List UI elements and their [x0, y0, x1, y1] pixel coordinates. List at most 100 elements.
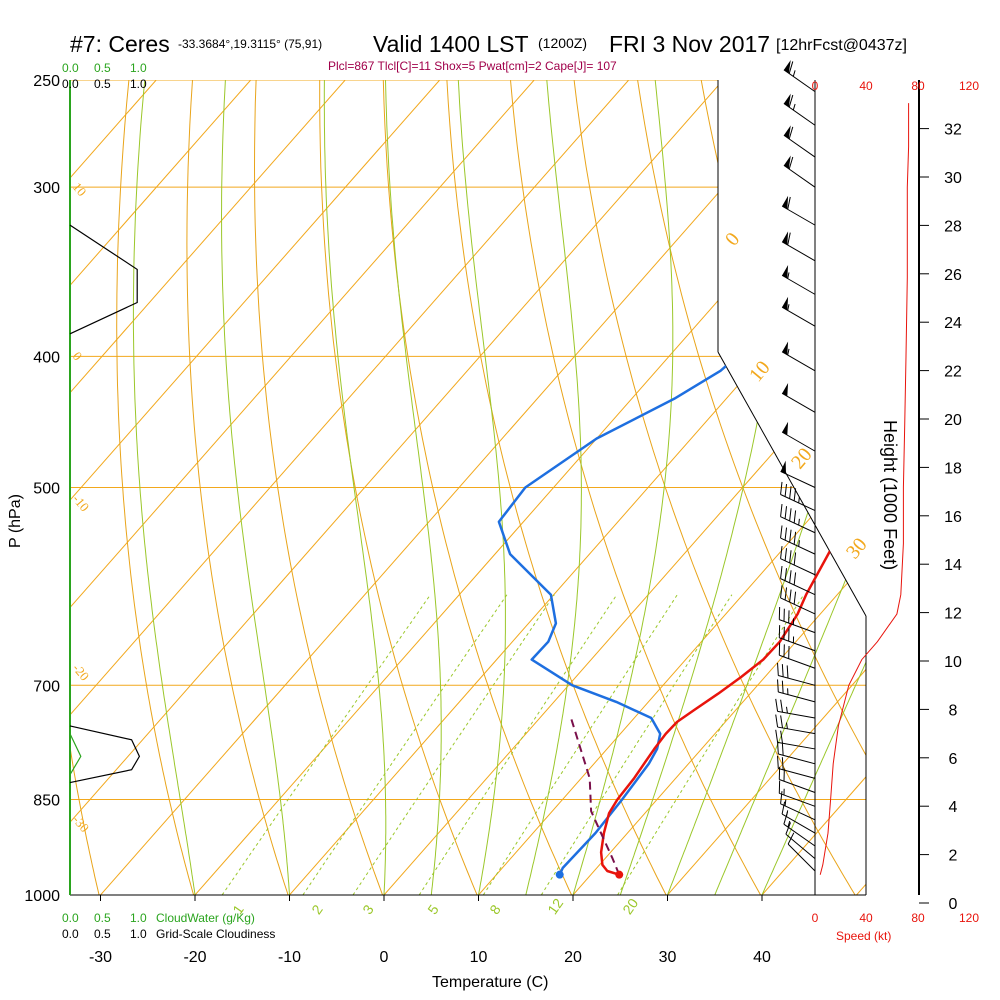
dry-adiabat-line — [382, 80, 573, 895]
wind-barb — [781, 341, 816, 372]
wind-barb-feather — [777, 741, 779, 755]
height-tick-label: 28 — [944, 218, 962, 235]
wind-barb-feather — [775, 698, 779, 712]
wind-barb-feather — [780, 525, 783, 539]
height-tick-label: 20 — [944, 412, 962, 429]
wind-barb — [783, 155, 816, 188]
pressure-tick-250: 250 — [33, 73, 60, 90]
wind-barb-feather — [781, 757, 784, 770]
isotherm-line — [70, 80, 630, 895]
wind-barb-pennant — [783, 93, 791, 107]
wind-barb-pennant — [782, 421, 789, 436]
wind-barb-shaft — [778, 768, 816, 779]
wind-barb-feather — [787, 232, 791, 246]
left-temp-label: -20 — [70, 661, 93, 684]
wind-barb — [778, 606, 816, 634]
wind-barb — [777, 741, 816, 765]
speed-axis-label: Speed (kt) — [836, 929, 891, 943]
isotherm-line — [70, 80, 346, 895]
cloudiness-tick-top-0: 0.0 — [62, 77, 79, 91]
wind-barb-feather — [781, 680, 784, 694]
wind-barb — [783, 125, 816, 158]
wind-barb-half-feather — [798, 518, 800, 526]
wind-barb — [775, 714, 816, 735]
mixing-ratio-line — [352, 594, 555, 895]
height-tick-label: 14 — [944, 557, 962, 574]
left-temp-label: 10 — [70, 179, 90, 199]
pressure-tick-400: 400 — [33, 349, 60, 366]
mixing-ratio-line — [221, 594, 431, 895]
mixing-ratio-line — [418, 594, 618, 895]
wind-barb-feather — [789, 486, 792, 499]
wind-barb-half-feather — [798, 496, 800, 504]
parcel-path-line — [570, 717, 621, 876]
wind-barb — [785, 822, 816, 860]
pressure-tick-700: 700 — [33, 678, 60, 695]
cloud-water-line — [69, 733, 82, 776]
wind-barb — [778, 780, 816, 807]
isotherm-line — [951, 80, 1000, 895]
cloudiness-line — [69, 224, 141, 784]
height-tick-label: 26 — [944, 267, 962, 284]
wind-barb — [777, 755, 816, 779]
moist-adiabat-line — [525, 80, 582, 895]
station-coords: -33.3684°,19.3115° (75,91) — [178, 37, 322, 51]
pressure-tick-500: 500 — [33, 481, 60, 498]
wind-barb — [777, 679, 816, 703]
isotherm-line — [100, 80, 819, 895]
wind-barb-shaft — [779, 792, 816, 807]
mixing-ratio-label-2: 2 — [308, 901, 326, 917]
wind-barb-shaft — [787, 843, 816, 872]
moist-adiabat-line — [132, 80, 196, 895]
wind-barb-feather — [784, 506, 788, 519]
cloudwater-tick-top-1: 0.5 — [94, 61, 111, 75]
wind-barb — [780, 585, 816, 615]
wind-barb-shaft — [780, 494, 816, 512]
height-tick-label: 22 — [944, 364, 962, 381]
wind-barb — [781, 296, 816, 327]
wind-barbs — [775, 60, 816, 872]
height-tick-label: 18 — [944, 460, 962, 477]
wind-barb-feather — [780, 504, 783, 517]
wind-barb-shaft — [779, 654, 816, 669]
height-tick-label: 10 — [944, 654, 962, 671]
moist-adiabat-line — [667, 80, 866, 895]
speed-tick-bottom: 80 — [911, 911, 925, 925]
wind-barb-half-feather — [787, 304, 790, 311]
wind-barb-pennant — [783, 60, 791, 74]
wind-barb-shaft — [779, 637, 816, 652]
wind-barb — [781, 382, 816, 413]
wind-barb-shaft — [778, 753, 816, 765]
wind-barb-half-feather — [787, 272, 790, 279]
wind-barb-pennant — [782, 264, 789, 279]
cloudwater-tick-2: 1.0 — [130, 911, 147, 925]
wind-barb-shaft — [778, 674, 816, 686]
dry-adiabat-line — [446, 80, 667, 895]
mixing-ratio-line — [302, 594, 508, 895]
wind-barb-shaft — [780, 516, 816, 534]
wind-barb — [780, 791, 816, 821]
wind-barb — [781, 264, 816, 295]
cloudiness-tick-top-2: 1.0 — [130, 77, 147, 91]
wind-barb-shaft — [783, 823, 816, 847]
wind-barb-feather — [775, 714, 779, 728]
wind-barb-feather — [789, 550, 792, 563]
wind-barb-feather — [777, 679, 779, 693]
wind-barb-feather — [784, 527, 788, 541]
wind-barb-feather — [789, 589, 792, 603]
wind-barb — [781, 231, 816, 262]
cloudwater-tick-top-2: 1.0 — [130, 61, 147, 75]
dry-adiabat-line — [637, 80, 866, 895]
isotherm-line — [70, 80, 724, 895]
moist-adiabat-line — [572, 80, 674, 895]
cloudwater-tick-top-0: 0.0 — [62, 61, 79, 75]
cloudwater-tick-0: 0.0 — [62, 911, 79, 925]
wind-barb-feather — [775, 729, 779, 743]
frame-line — [717, 351, 867, 617]
height-axis-title: Height (1000 Feet) — [880, 420, 900, 570]
mixing-ratio-label-20: 20 — [619, 895, 641, 917]
dry-adiabat-line — [116, 80, 195, 895]
moist-adiabat-line — [761, 80, 866, 895]
